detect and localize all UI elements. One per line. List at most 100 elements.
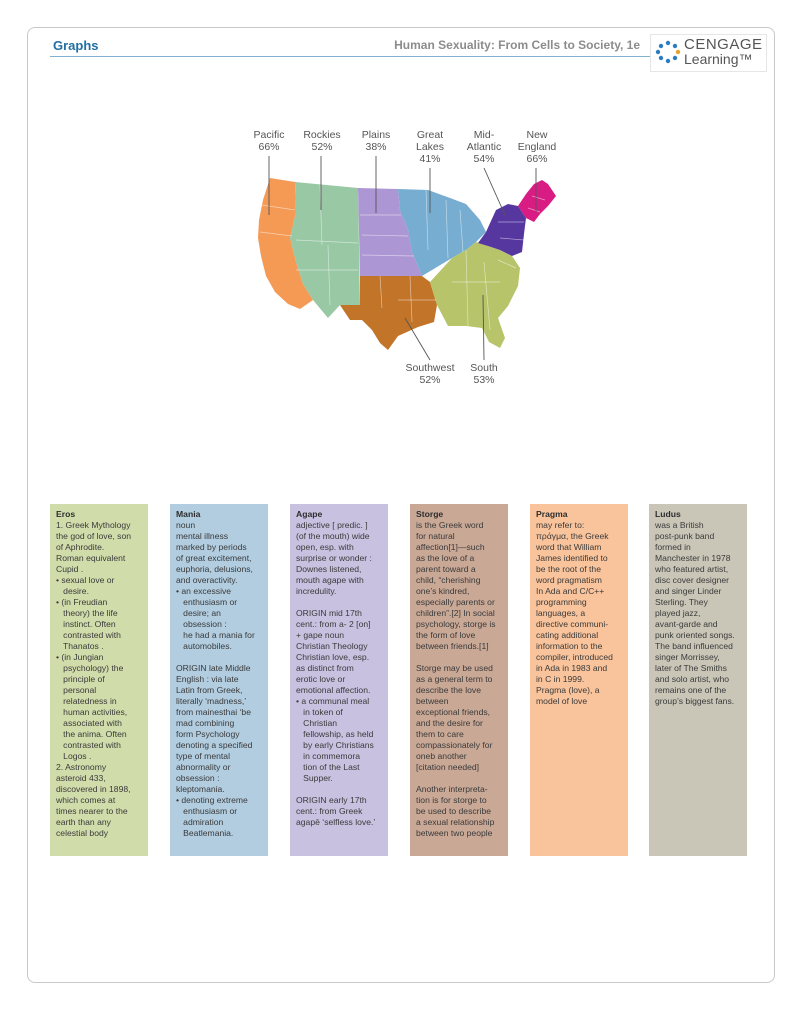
- card-line: he had a mania for: [176, 630, 255, 640]
- card-body: may refer to: πράγμα, the Greek word that …: [536, 520, 623, 707]
- region-plains[interactable]: [358, 188, 422, 276]
- card-title: Ludus: [655, 509, 681, 519]
- card-agape: Agape adjective [ predic. ] (of the mouth…: [290, 504, 388, 856]
- card-title: Mania: [176, 509, 201, 519]
- card-line: them to care: [416, 729, 464, 739]
- card-line: languages, a: [536, 608, 586, 618]
- card-pragma: Pragma may refer to: πράγμα, the Greek wor…: [530, 504, 628, 856]
- card-body: adjective [ predic. ] (of the mouth) wide…: [296, 520, 383, 828]
- card-storge: Storge is the Greek word for natural affec…: [410, 504, 508, 856]
- card-line: exceptional friends,: [416, 707, 491, 717]
- region-label-mid-atlantic: Mid-Atlantic 54%: [467, 129, 501, 165]
- card-line: theory) the life: [56, 608, 118, 618]
- region-label-pacific: Pacific 66%: [254, 129, 285, 153]
- card-line: obsession :: [176, 619, 227, 629]
- region-labels: Pacific 66% Rockies 52% Plains 38% Great Lak…: [254, 129, 557, 386]
- region-south[interactable]: [430, 242, 520, 348]
- card-line: and the desire for: [416, 718, 483, 728]
- card-line: Thanatos .: [56, 641, 104, 651]
- card-line: (of the mouth) wide: [296, 531, 370, 541]
- card-line: • denoting extreme: [176, 795, 248, 805]
- card-line: • sexual love or: [56, 575, 115, 585]
- card-line: desire; an: [176, 608, 221, 618]
- card-line: avant-garde and: [655, 619, 718, 629]
- region-label-line: 38%: [365, 141, 386, 153]
- region-pacific[interactable]: [258, 178, 313, 309]
- card-line: agapē ‘selfless love.’: [296, 817, 376, 827]
- region-label-south: South 53%: [470, 362, 498, 386]
- card-line: between: [416, 696, 449, 706]
- region-label-line: Southwest: [405, 362, 454, 374]
- card-body: 1. Greek Mythology the god of love, son of…: [56, 520, 143, 839]
- region-label-line: 52%: [419, 374, 440, 386]
- us-regions-map: Pacific 66% Rockies 52% Plains 38% Great Lak…: [254, 129, 557, 386]
- region-label-line: Lakes: [416, 141, 444, 153]
- card-line: of great excitement,: [176, 553, 252, 563]
- card-line: tion is for storge to: [416, 795, 487, 805]
- card-line: human activities,: [56, 707, 128, 717]
- region-southwest[interactable]: [340, 276, 437, 350]
- card-line: noun: [176, 520, 196, 530]
- card-line: • (in Jungian: [56, 652, 104, 662]
- card-line: discovered in 1898,: [56, 784, 131, 794]
- card-eros: Eros 1. Greek Mythology the god of love, …: [50, 504, 148, 856]
- card-line: [416, 773, 503, 784]
- card-line: incredulity.: [296, 586, 337, 596]
- card-line: which comes at: [56, 795, 116, 805]
- card-line: programming: [536, 597, 587, 607]
- page-title: Graphs: [53, 38, 99, 53]
- card-mania: Mania noun mental illness marked by period…: [170, 504, 268, 856]
- card-line: • a communal meal: [296, 696, 370, 706]
- card-line: πράγμα, the Greek: [536, 531, 609, 541]
- card-line: Storge may be used: [416, 663, 493, 673]
- leader-lines: [268, 156, 537, 361]
- card-line: personal: [56, 685, 97, 695]
- card-line: [296, 597, 383, 608]
- card-title: Storge: [416, 509, 444, 519]
- card-line: in C in 1999.: [536, 674, 585, 684]
- region-new-england[interactable]: [518, 180, 556, 222]
- card-line: asteroid 433,: [56, 773, 106, 783]
- card-line: psychology) the: [56, 663, 124, 673]
- region-label-line: Atlantic: [467, 141, 501, 153]
- region-label-line: Mid-: [474, 129, 495, 141]
- card-line: directive communi-: [536, 619, 609, 629]
- region-rockies[interactable]: [290, 182, 360, 318]
- card-line: oneb another: [416, 751, 467, 761]
- card-line: the form of love: [416, 630, 476, 640]
- card-line: erotic love or: [296, 674, 346, 684]
- card-line: Christian: [296, 718, 338, 728]
- card-line: ORIGIN late Middle: [176, 663, 251, 673]
- region-label-rockies: Rockies 52%: [303, 129, 340, 153]
- card-line: earth than any: [56, 817, 111, 827]
- card-line: Pragma (love), a: [536, 685, 600, 695]
- card-line: was a British: [655, 520, 704, 530]
- card-line: between two people: [416, 828, 493, 838]
- card-line: and singer Linder: [655, 586, 722, 596]
- card-line: of Aphrodite.: [56, 542, 105, 552]
- card-line: principle of: [56, 674, 105, 684]
- card-title: Pragma: [536, 509, 568, 519]
- region-mid-atlantic[interactable]: [478, 204, 526, 256]
- region-great-lakes[interactable]: [398, 189, 486, 276]
- card-line: by early Christians: [296, 740, 374, 750]
- card-line: obsession :: [176, 773, 220, 783]
- card-line: as distinct from: [296, 663, 354, 673]
- region-label-line: 41%: [419, 153, 440, 165]
- logo-line-2: Learning™: [684, 51, 753, 67]
- card-line: Sterling. They: [655, 597, 708, 607]
- card-line: describe the love: [416, 685, 481, 695]
- region-label-line: 52%: [311, 141, 332, 153]
- card-line: emotional affection.: [296, 685, 371, 695]
- card-line: surprise or wonder :: [296, 553, 372, 563]
- card-line: model of love: [536, 696, 588, 706]
- card-line: word that William: [536, 542, 602, 552]
- region-label-line: England: [518, 141, 557, 153]
- card-line: type of mental: [176, 751, 230, 761]
- card-line: desire.: [56, 586, 89, 596]
- region-label-line: South: [470, 362, 498, 374]
- card-line: cent.: from a- 2 [on]: [296, 619, 371, 629]
- card-line: Manchester in 1978: [655, 553, 731, 563]
- card-line: is the Greek word: [416, 520, 484, 530]
- region-label-southwest: Southwest 52%: [405, 362, 454, 386]
